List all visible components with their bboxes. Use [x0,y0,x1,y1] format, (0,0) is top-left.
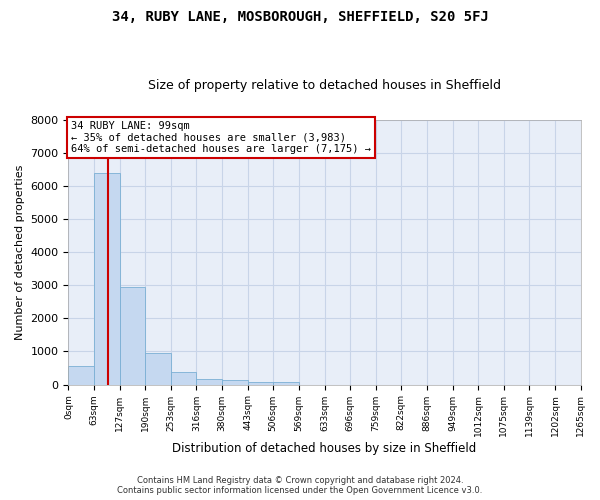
Text: 34 RUBY LANE: 99sqm
← 35% of detached houses are smaller (3,983)
64% of semi-det: 34 RUBY LANE: 99sqm ← 35% of detached ho… [71,121,371,154]
Title: Size of property relative to detached houses in Sheffield: Size of property relative to detached ho… [148,79,501,92]
Bar [68,366,94,384]
Bar [273,382,299,384]
Text: 34, RUBY LANE, MOSBOROUGH, SHEFFIELD, S20 5FJ: 34, RUBY LANE, MOSBOROUGH, SHEFFIELD, S2… [112,10,488,24]
X-axis label: Distribution of detached houses by size in Sheffield: Distribution of detached houses by size … [172,442,476,455]
Bar [145,353,171,384]
Bar [248,382,273,384]
Bar [196,379,222,384]
Text: Contains HM Land Registry data © Crown copyright and database right 2024.
Contai: Contains HM Land Registry data © Crown c… [118,476,482,495]
Bar [120,287,145,384]
Y-axis label: Number of detached properties: Number of detached properties [15,164,25,340]
Bar [222,380,248,384]
Bar [94,172,120,384]
Bar [171,372,196,384]
